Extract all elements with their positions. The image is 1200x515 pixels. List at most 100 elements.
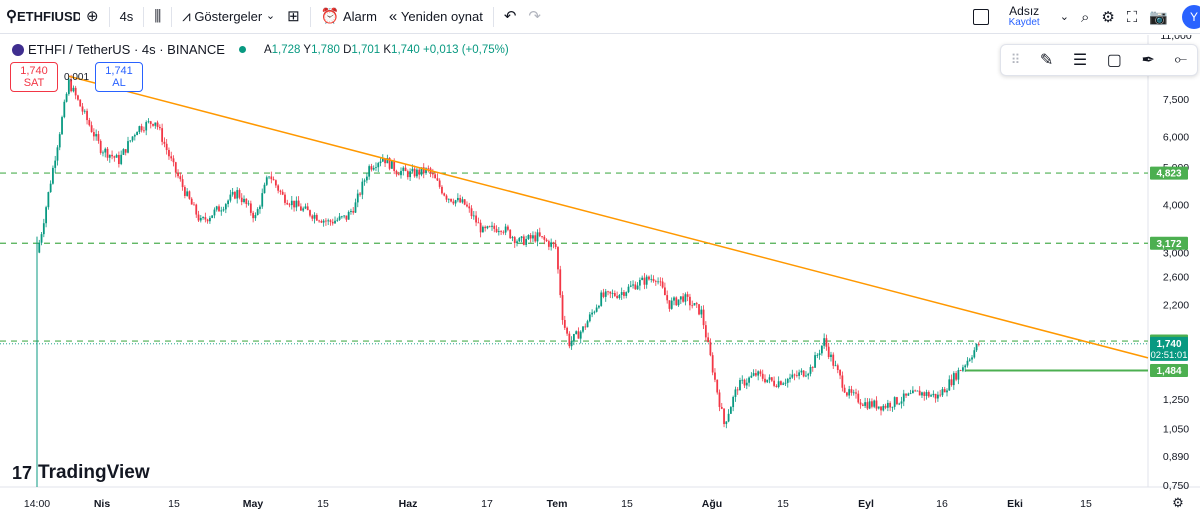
- candle-body: [534, 235, 537, 242]
- candle-body: [886, 402, 889, 408]
- candle-body: [734, 389, 737, 397]
- avatar[interactable]: Y: [1182, 5, 1200, 29]
- candle-body: [372, 167, 375, 170]
- compare-button[interactable]: ⊕: [80, 0, 105, 34]
- y-tick-label: 4,000: [1163, 199, 1189, 211]
- buy-button[interactable]: 1,741 AL: [95, 62, 144, 92]
- candle-body: [484, 226, 487, 229]
- candle-body: [579, 331, 582, 339]
- undo-button[interactable]: ↶: [498, 0, 523, 34]
- save-link[interactable]: Kaydet: [1008, 17, 1040, 28]
- candle-body: [563, 319, 566, 328]
- divider: [309, 6, 311, 27]
- settings-button[interactable]: ⚙: [1095, 0, 1120, 34]
- candle-body: [552, 242, 555, 244]
- replay-button[interactable]: « Yeniden oynat: [383, 0, 489, 34]
- candle-body: [111, 154, 113, 157]
- divider: [492, 6, 494, 27]
- layout-menu-button[interactable]: ⌄: [1054, 0, 1075, 34]
- candle-body: [739, 380, 741, 391]
- price-chart[interactable]: 11,0009,0007,5006,0005,0004,0003,0002,60…: [0, 35, 1200, 515]
- candle-body: [623, 292, 625, 296]
- candle-body: [538, 232, 541, 237]
- redo-button[interactable]: ↷: [522, 0, 547, 34]
- quick-search-button[interactable]: ⌕: [1075, 0, 1095, 34]
- y-tick-label: 1,050: [1163, 423, 1189, 435]
- candle-body: [923, 392, 926, 396]
- indicators-button[interactable]: ⩘ Göstergeler ⌄: [176, 0, 281, 34]
- sell-button[interactable]: 1,740 SAT: [10, 62, 58, 92]
- legend-title[interactable]: ETHFI / TetherUS · 4s · BINANCE: [28, 42, 225, 57]
- layout-name-button[interactable]: Adsız Kaydet: [995, 0, 1054, 34]
- select-layout-button[interactable]: [967, 0, 995, 34]
- candle-body: [377, 163, 380, 168]
- y-tick-label: 6,000: [1163, 132, 1189, 144]
- quick-search-icon: ⌕: [1080, 8, 1090, 26]
- candle-body: [402, 167, 405, 171]
- rectangle-icon[interactable]: ▢: [1106, 52, 1122, 69]
- chevron-down-icon[interactable]: ⌄: [265, 10, 276, 22]
- axis-settings-icon[interactable]: ⚙: [1172, 495, 1184, 510]
- candle-body: [67, 79, 70, 94]
- candle-body: [914, 390, 917, 392]
- candle-body: [270, 176, 273, 180]
- candle-body: [684, 294, 687, 302]
- chart-type-button[interactable]: ⫼: [148, 0, 167, 34]
- candle-body: [691, 305, 694, 307]
- candle-body: [243, 198, 245, 203]
- candle-body: [611, 293, 614, 294]
- candle-body: [798, 372, 801, 376]
- line-tool-icon[interactable]: ⟜: [1174, 51, 1188, 68]
- candle-body: [937, 394, 939, 399]
- candle-body: [504, 226, 507, 233]
- candle-body: [315, 214, 318, 221]
- candle-body: [156, 122, 159, 127]
- candle-body: [750, 375, 753, 378]
- grip-icon[interactable]: ⠿: [1010, 52, 1021, 67]
- alert-button[interactable]: ⏰ Alarm: [315, 0, 383, 34]
- candle-body: [948, 379, 951, 391]
- candle-body: [536, 232, 539, 242]
- candle-body: [213, 209, 216, 216]
- candle-body: [900, 401, 903, 404]
- layouts-button[interactable]: ⊞: [281, 0, 306, 34]
- candle-body: [568, 333, 571, 347]
- snapshot-button[interactable]: 📷: [1143, 0, 1174, 34]
- candle-body: [254, 215, 257, 219]
- candle-body: [445, 195, 448, 200]
- brush-icon[interactable]: ✎: [1039, 52, 1054, 69]
- gear-icon: ⚙: [1101, 8, 1115, 26]
- candle-body: [459, 197, 462, 203]
- symbol-search[interactable]: ⚲ ETHFIUSD: [0, 0, 80, 34]
- candle-body: [905, 393, 907, 396]
- candle-body: [236, 190, 239, 199]
- x-tick-label: Eki: [1007, 498, 1023, 510]
- candle-body: [627, 286, 630, 293]
- candle-body: [466, 204, 468, 207]
- candle-body: [320, 221, 323, 223]
- candle-body: [577, 331, 580, 339]
- candle-body: [604, 291, 607, 297]
- lines-icon[interactable]: ☰: [1072, 52, 1088, 69]
- candle-body: [795, 375, 798, 377]
- candle-body: [422, 167, 425, 174]
- candle-body: [411, 168, 414, 172]
- candle-body: [350, 210, 352, 212]
- pen-icon[interactable]: ✒: [1141, 52, 1155, 69]
- candle-body: [816, 355, 819, 356]
- interval-button[interactable]: 4s: [119, 9, 134, 24]
- candle-body: [140, 126, 143, 131]
- candle-body: [145, 122, 148, 131]
- candle-body: [108, 154, 111, 158]
- candle-body: [964, 365, 967, 368]
- drawing-toolbar: ⠿ ✎ ☰ ▢ ✒ ⟜: [1000, 44, 1198, 76]
- candle-body: [406, 171, 409, 178]
- tradingview-logo-icon: 17: [12, 462, 33, 483]
- candle-body: [104, 148, 107, 153]
- candle-body: [38, 242, 41, 253]
- candle-body: [807, 373, 810, 376]
- candle-body: [602, 292, 605, 297]
- candle-body: [802, 370, 805, 377]
- candle-body: [789, 377, 791, 379]
- fullscreen-button[interactable]: ⛶: [1121, 0, 1144, 34]
